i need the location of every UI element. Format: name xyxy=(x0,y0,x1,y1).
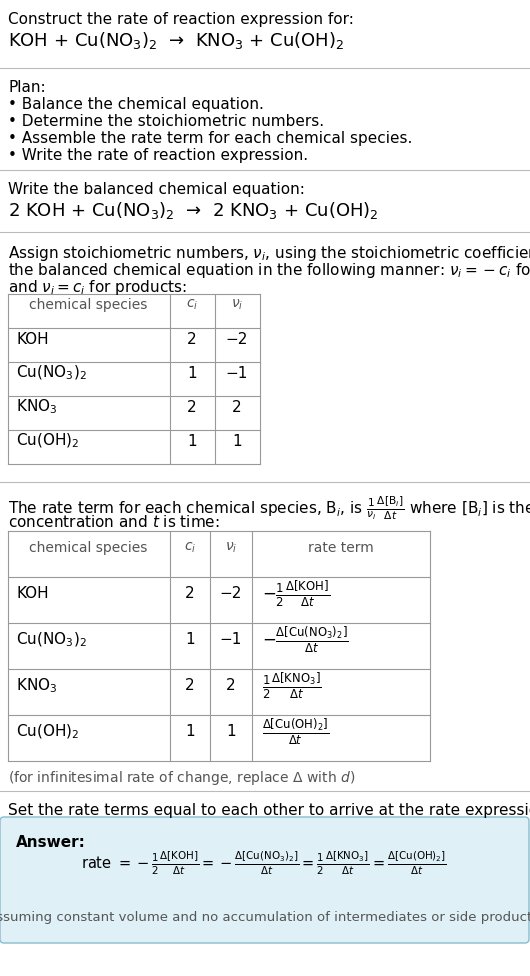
Text: $-\frac{1}{2}\frac{\Delta[\mathrm{KOH}]}{\Delta t}$: $-\frac{1}{2}\frac{\Delta[\mathrm{KOH}]}… xyxy=(262,579,330,609)
Text: KOH: KOH xyxy=(16,332,49,346)
Text: and $\nu_i = c_i$ for products:: and $\nu_i = c_i$ for products: xyxy=(8,278,187,297)
Text: 1: 1 xyxy=(185,724,195,740)
Text: $\frac{\Delta[\mathrm{Cu(OH)_2}]}{\Delta t}$: $\frac{\Delta[\mathrm{Cu(OH)_2}]}{\Delta… xyxy=(262,716,329,748)
Text: KNO$_3$: KNO$_3$ xyxy=(16,397,57,417)
Text: The rate term for each chemical species, B$_i$, is $\frac{1}{\nu_i}\frac{\Delta[: The rate term for each chemical species,… xyxy=(8,494,530,522)
Text: concentration and $t$ is time:: concentration and $t$ is time: xyxy=(8,514,220,530)
FancyBboxPatch shape xyxy=(0,817,529,943)
Text: −2: −2 xyxy=(220,587,242,601)
Text: • Balance the chemical equation.: • Balance the chemical equation. xyxy=(8,97,264,112)
Text: • Write the rate of reaction expression.: • Write the rate of reaction expression. xyxy=(8,148,308,163)
Text: 2: 2 xyxy=(226,678,236,694)
Text: $-\frac{\Delta[\mathrm{Cu(NO_3)_2}]}{\Delta t}$: $-\frac{\Delta[\mathrm{Cu(NO_3)_2}]}{\De… xyxy=(262,625,349,655)
Text: −2: −2 xyxy=(226,332,248,346)
Text: (for infinitesimal rate of change, replace Δ with $d$): (for infinitesimal rate of change, repla… xyxy=(8,769,355,787)
Text: 2: 2 xyxy=(185,587,195,601)
Text: (assuming constant volume and no accumulation of intermediates or side products): (assuming constant volume and no accumul… xyxy=(0,911,530,924)
Text: • Determine the stoichiometric numbers.: • Determine the stoichiometric numbers. xyxy=(8,114,324,129)
Text: 2: 2 xyxy=(187,399,197,415)
Text: $\nu_i$: $\nu_i$ xyxy=(231,298,243,312)
Text: 2: 2 xyxy=(185,678,195,694)
Text: 1: 1 xyxy=(232,433,242,449)
Text: $\frac{1}{2}\frac{\Delta[\mathrm{KNO_3}]}{\Delta t}$: $\frac{1}{2}\frac{\Delta[\mathrm{KNO_3}]… xyxy=(262,671,322,702)
Text: Cu(NO$_3$)$_2$: Cu(NO$_3$)$_2$ xyxy=(16,364,87,383)
Text: Plan:: Plan: xyxy=(8,80,46,95)
Text: 2: 2 xyxy=(187,332,197,346)
Text: Cu(OH)$_2$: Cu(OH)$_2$ xyxy=(16,431,80,450)
Text: 1: 1 xyxy=(226,724,236,740)
Text: Set the rate terms equal to each other to arrive at the rate expression:: Set the rate terms equal to each other t… xyxy=(8,803,530,818)
Text: KOH: KOH xyxy=(16,587,49,601)
Text: $\nu_i$: $\nu_i$ xyxy=(225,541,237,555)
Text: • Assemble the rate term for each chemical species.: • Assemble the rate term for each chemic… xyxy=(8,131,412,146)
Text: rate term: rate term xyxy=(308,541,374,555)
Text: $c_i$: $c_i$ xyxy=(186,298,198,312)
Text: $c_i$: $c_i$ xyxy=(184,541,196,555)
Text: −1: −1 xyxy=(220,632,242,647)
Text: 1: 1 xyxy=(187,433,197,449)
Text: 2: 2 xyxy=(232,399,242,415)
Text: Write the balanced chemical equation:: Write the balanced chemical equation: xyxy=(8,182,305,197)
Text: KNO$_3$: KNO$_3$ xyxy=(16,676,57,695)
Text: 1: 1 xyxy=(185,632,195,647)
Text: rate $= -\frac{1}{2}\frac{\Delta[\mathrm{KOH}]}{\Delta t} = -\frac{\Delta[\mathr: rate $= -\frac{1}{2}\frac{\Delta[\mathrm… xyxy=(81,849,447,876)
Text: Construct the rate of reaction expression for:: Construct the rate of reaction expressio… xyxy=(8,12,354,27)
Text: the balanced chemical equation in the following manner: $\nu_i = -c_i$ for react: the balanced chemical equation in the fo… xyxy=(8,261,530,280)
Text: 1: 1 xyxy=(187,365,197,381)
Text: Answer:: Answer: xyxy=(16,835,86,850)
Text: chemical species: chemical species xyxy=(29,541,147,555)
Text: Cu(OH)$_2$: Cu(OH)$_2$ xyxy=(16,723,80,741)
Text: Cu(NO$_3$)$_2$: Cu(NO$_3$)$_2$ xyxy=(16,630,87,649)
Text: −1: −1 xyxy=(226,365,248,381)
Text: KOH + Cu(NO$_3$)$_2$  →  KNO$_3$ + Cu(OH)$_2$: KOH + Cu(NO$_3$)$_2$ → KNO$_3$ + Cu(OH)$… xyxy=(8,30,344,51)
Text: chemical species: chemical species xyxy=(29,298,147,312)
Text: Assign stoichiometric numbers, $\nu_i$, using the stoichiometric coefficients, $: Assign stoichiometric numbers, $\nu_i$, … xyxy=(8,244,530,263)
Text: 2 KOH + Cu(NO$_3$)$_2$  →  2 KNO$_3$ + Cu(OH)$_2$: 2 KOH + Cu(NO$_3$)$_2$ → 2 KNO$_3$ + Cu(… xyxy=(8,200,379,221)
